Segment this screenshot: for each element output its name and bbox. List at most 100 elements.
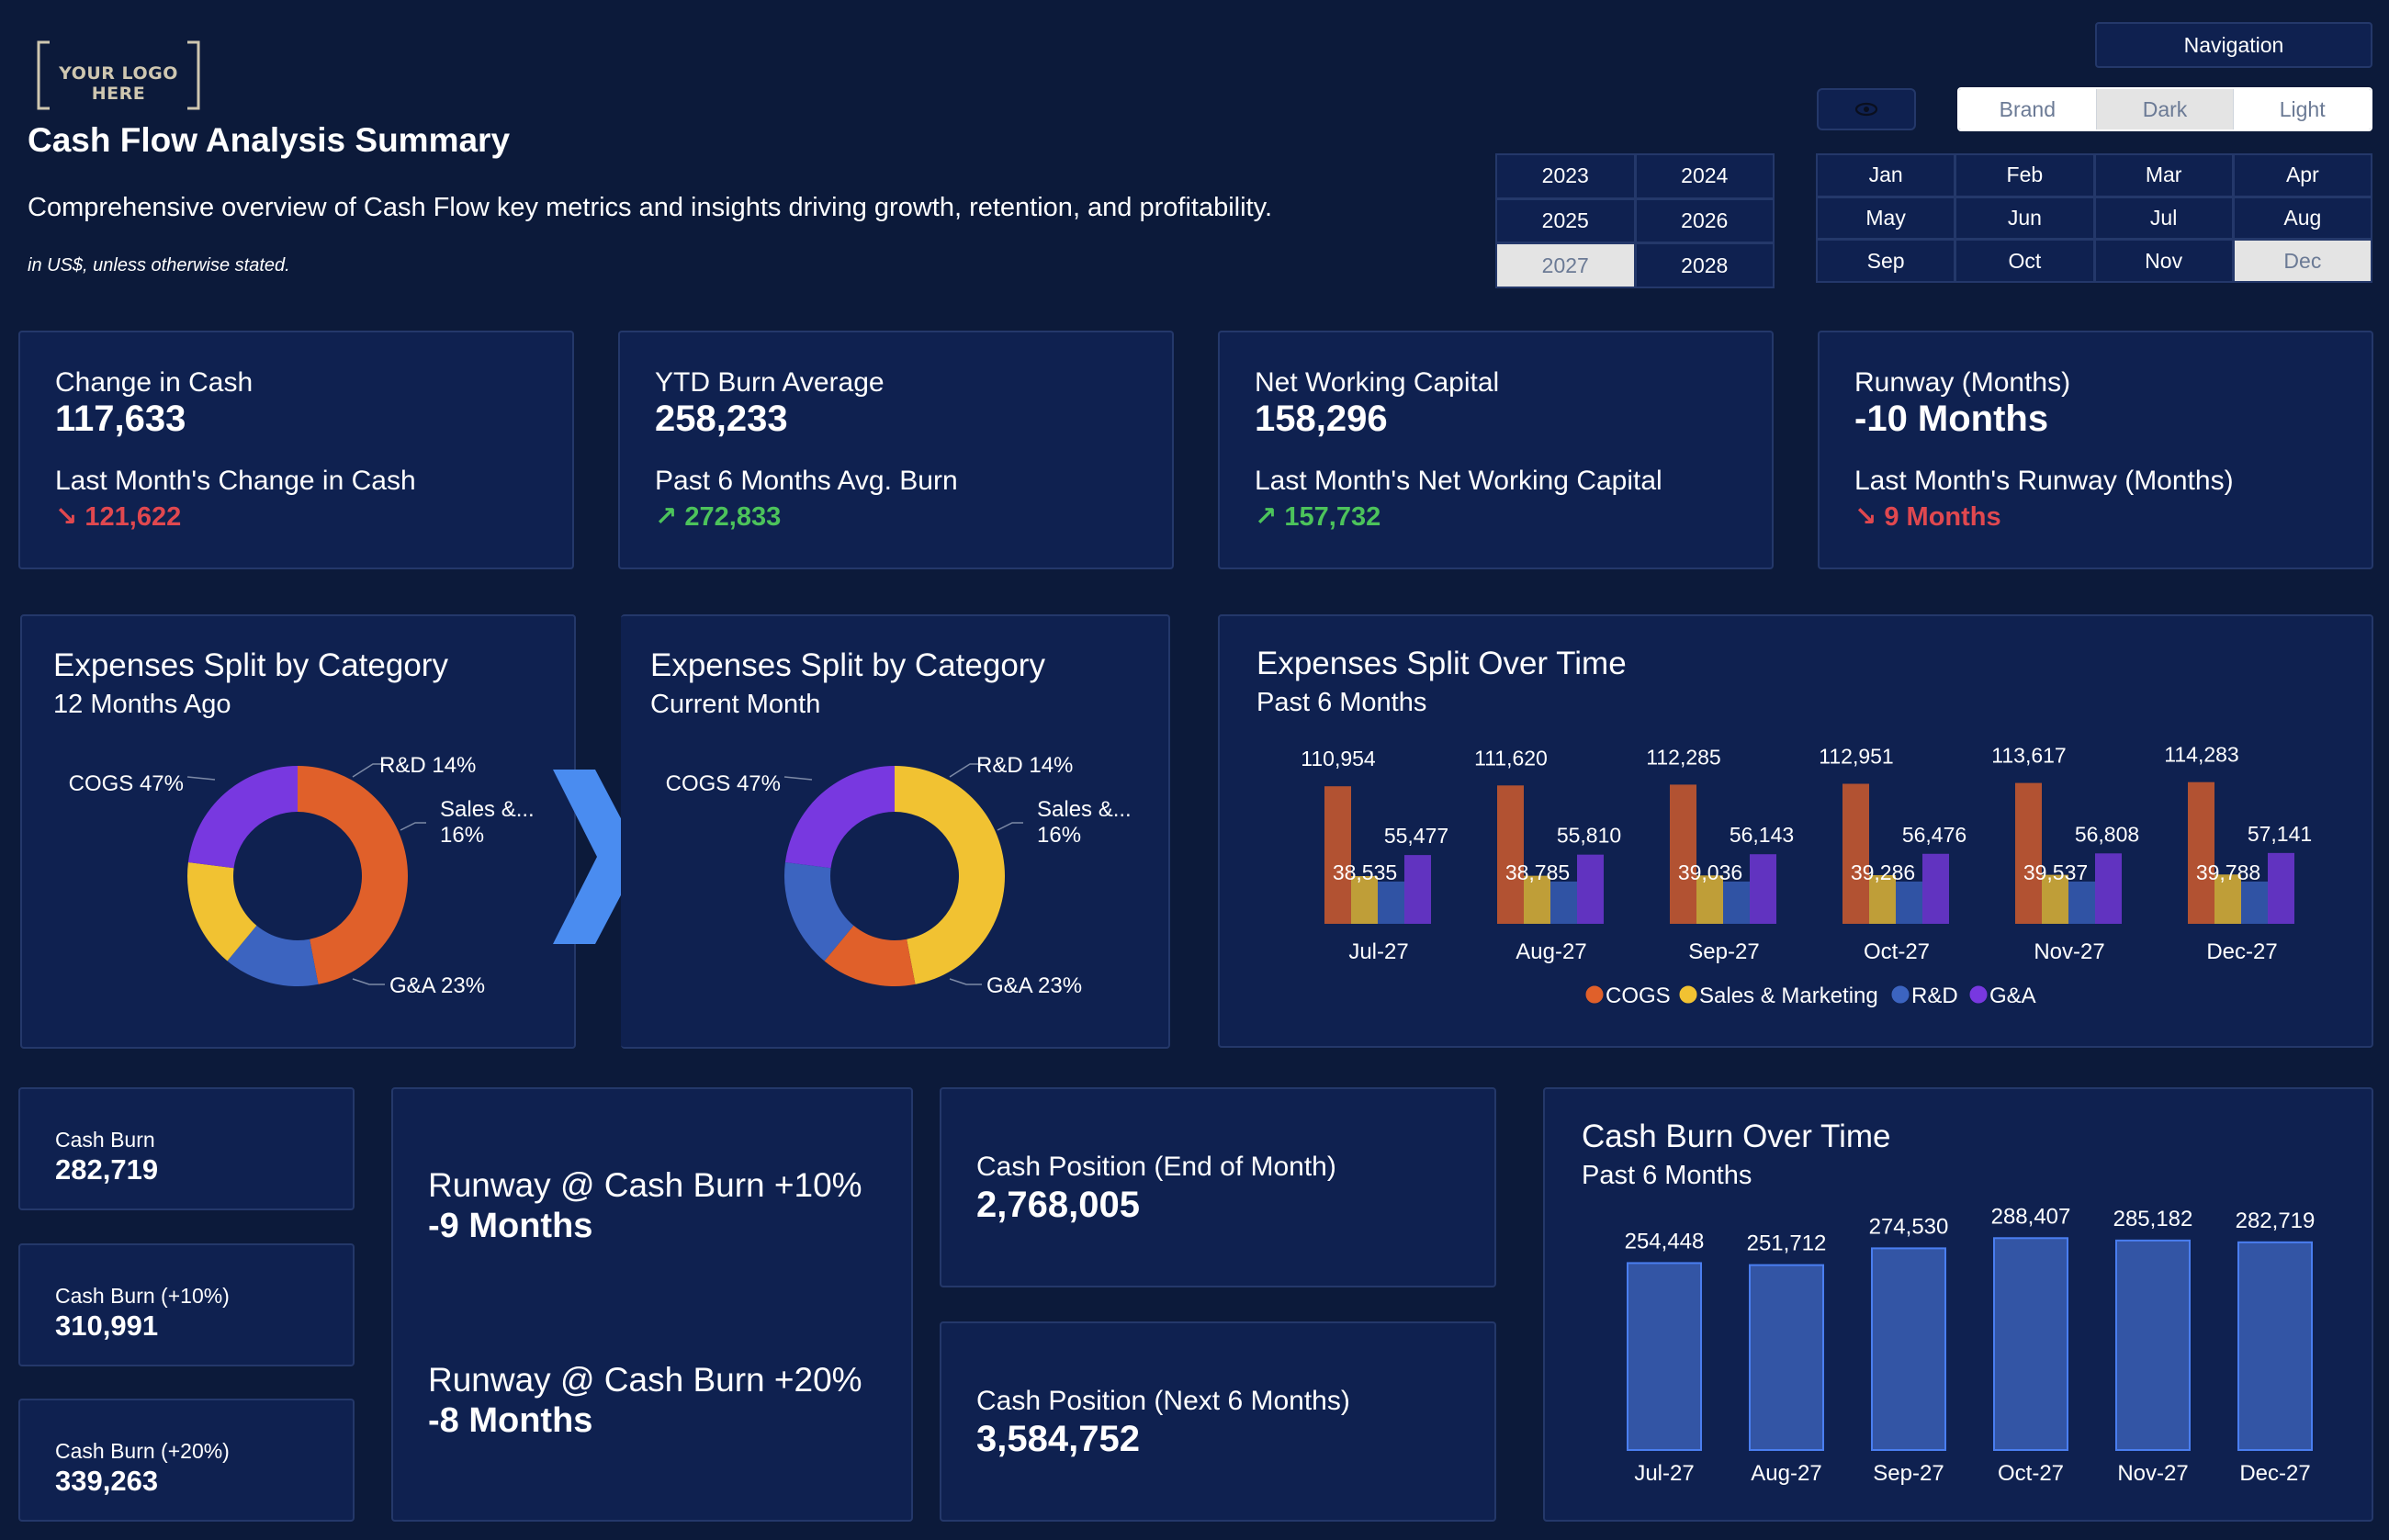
- currency-note: in US$, unless otherwise stated.: [28, 255, 290, 275]
- data-label: 251,712: [1747, 1231, 1827, 1256]
- slice-label-cogs: COGS 47%: [666, 771, 781, 796]
- theme-option-dark[interactable]: Dark: [2096, 89, 2235, 129]
- x-tick-label: Jul-27: [1634, 1461, 1694, 1486]
- donut-slice-rnd: [784, 861, 854, 961]
- month-option-apr[interactable]: Apr: [2232, 153, 2372, 197]
- bar-rnd: [2241, 882, 2268, 924]
- month-option-jul[interactable]: Jul: [2093, 196, 2234, 241]
- cash-position-eom-label: Cash Position (End of Month): [976, 1152, 1336, 1182]
- donut-slice-gna: [187, 766, 298, 869]
- x-tick-label: Sep-27: [1873, 1461, 1944, 1486]
- slice-label-sales-pct: 16%: [1037, 823, 1081, 848]
- data-label-sales: 39,286: [1851, 860, 1915, 884]
- donut-slice-cogs: [298, 766, 409, 984]
- month-option-mar[interactable]: Mar: [2093, 153, 2234, 197]
- year-option-2025[interactable]: 2025: [1495, 197, 1636, 244]
- data-label-cogs: 110,954: [1301, 747, 1376, 770]
- cash-burn-label: Cash Burn (+20%): [55, 1439, 230, 1463]
- month-slicer: Jan Feb Mar Apr May Jun Jul Aug Sep Oct Nov Dec: [1816, 153, 2372, 283]
- cash-burn-label: Cash Burn (+10%): [55, 1284, 230, 1308]
- expenses-split-current-card: Expenses Split by Category Current Month…: [621, 614, 1170, 1049]
- theme-option-brand[interactable]: Brand: [1959, 89, 2097, 129]
- month-option-dec[interactable]: Dec: [2232, 239, 2372, 283]
- month-option-jan[interactable]: Jan: [1816, 153, 1956, 197]
- legend-label-sales_marketing: Sales & Marketing: [1699, 984, 1878, 1008]
- kpi-comparison-number: 121,622: [85, 502, 182, 532]
- navigation-button[interactable]: Navigation: [2095, 22, 2372, 68]
- bar-gna: [1750, 854, 1776, 924]
- visibility-toggle-button[interactable]: [1817, 88, 1916, 130]
- legend-label-rnd: R&D: [1911, 984, 1958, 1008]
- year-option-2026[interactable]: 2026: [1634, 197, 1775, 244]
- month-option-aug[interactable]: Aug: [2232, 196, 2372, 241]
- bar-gna: [1404, 855, 1431, 924]
- year-option-2028[interactable]: 2028: [1634, 242, 1775, 288]
- donut-slice-gna: [784, 766, 895, 869]
- kpi-comparison-label: Last Month's Net Working Capital: [1255, 466, 1662, 496]
- year-slicer: 2023 2024 2025 2026 2027 2028: [1495, 153, 1775, 288]
- slice-label-gna: G&A 23%: [389, 973, 485, 998]
- expenses-bar-chart: 110,954 38,535 55,477 Jul-27 111,620 38,785 55…: [1301, 743, 2312, 1008]
- leader-line: [997, 822, 1023, 831]
- cash-burn-bar: [2115, 1239, 2191, 1451]
- data-label-gna: 56,476: [1902, 823, 1966, 847]
- year-option-2023[interactable]: 2023: [1495, 153, 1636, 199]
- chart-title: Expenses Split Over Time: [1256, 646, 1627, 681]
- bar-rnd: [1378, 882, 1404, 924]
- slice-label-cogs: COGS 47%: [69, 771, 184, 796]
- chart-subtitle: 12 Months Ago: [53, 690, 231, 719]
- data-label-gna: 55,810: [1557, 824, 1621, 848]
- chevron-right-icon: [553, 770, 641, 944]
- data-label-gna: 57,141: [2248, 822, 2312, 846]
- x-tick-label: Nov-27: [2117, 1461, 2188, 1486]
- leader-line: [949, 763, 982, 778]
- month-option-nov[interactable]: Nov: [2093, 239, 2234, 283]
- year-option-2024[interactable]: 2024: [1634, 153, 1775, 199]
- month-option-may[interactable]: May: [1816, 196, 1956, 241]
- data-label-sales: 39,537: [2023, 860, 2088, 884]
- slice-label-sales-pct: 16%: [440, 823, 484, 848]
- x-tick-label: Nov-27: [2034, 939, 2104, 964]
- month-option-feb[interactable]: Feb: [1955, 153, 2095, 197]
- chart-subtitle: Past 6 Months: [1256, 688, 1427, 717]
- expenses-split-prev-card: Expenses Split by Category 12 Months Ago…: [20, 614, 576, 1049]
- bar-gna: [1922, 853, 1949, 924]
- leader-line: [352, 763, 385, 778]
- x-tick-label: Sep-27: [1688, 939, 1759, 964]
- chart-title: Expenses Split by Category: [53, 647, 448, 683]
- bar-cogs: [2188, 781, 2214, 924]
- company-logo: YOUR LOGO HERE: [37, 40, 200, 110]
- month-option-oct[interactable]: Oct: [1955, 239, 2095, 283]
- cash-burn-bar-chart: 254,448 Jul-27 251,712 Aug-27 274,530 Sep-27 2…: [1625, 1204, 2316, 1486]
- kpi-comparison-number: 272,833: [684, 502, 782, 532]
- runway-10-value: -9 Months: [428, 1207, 593, 1245]
- bar-cogs: [1497, 785, 1524, 924]
- bar-cogs: [2015, 782, 2042, 924]
- cash-burn-bar: [1871, 1247, 1946, 1451]
- kpi-label: Runway (Months): [1854, 367, 2071, 398]
- month-option-jun[interactable]: Jun: [1955, 196, 2095, 241]
- bar-rnd: [1723, 882, 1750, 924]
- trend-up-icon: ↗: [655, 502, 678, 532]
- cash-position-eom-card: Cash Position (End of Month) 2,768,005: [940, 1087, 1496, 1287]
- kpi-card: Change in Cash 117,633 Last Month's Change…: [18, 331, 574, 569]
- kpi-label: Net Working Capital: [1255, 367, 1500, 398]
- year-option-2027[interactable]: 2027: [1495, 242, 1636, 288]
- expenses-over-time-card: Expenses Split Over Time Past 6 Months 1…: [1218, 614, 2373, 1048]
- bar-gna: [1577, 854, 1604, 924]
- page-subtitle: Comprehensive overview of Cash Flow key …: [28, 193, 1273, 222]
- donut-chart-current: COGS 47% R&D 14% Sales &...16% G&A 23%: [666, 753, 1132, 998]
- leader-line: [949, 978, 982, 985]
- month-option-sep[interactable]: Sep: [1816, 239, 1956, 283]
- cash-position-next6-card: Cash Position (Next 6 Months) 3,584,752: [940, 1321, 1496, 1522]
- bar-cogs: [1324, 786, 1351, 924]
- data-label-cogs: 112,285: [1646, 745, 1720, 769]
- bar-sales_marketing: [1869, 874, 1896, 924]
- data-label-sales: 39,788: [2196, 860, 2260, 884]
- bar-gna: [2095, 853, 2122, 924]
- bar-sales_marketing: [2214, 874, 2241, 924]
- legend-label-cogs: COGS: [1606, 984, 1671, 1008]
- donut-slice-sales_marketing: [187, 861, 257, 961]
- runway-scenarios-card: Runway @ Cash Burn +10% -9 Months Runway…: [391, 1087, 913, 1522]
- theme-option-light[interactable]: Light: [2234, 89, 2371, 129]
